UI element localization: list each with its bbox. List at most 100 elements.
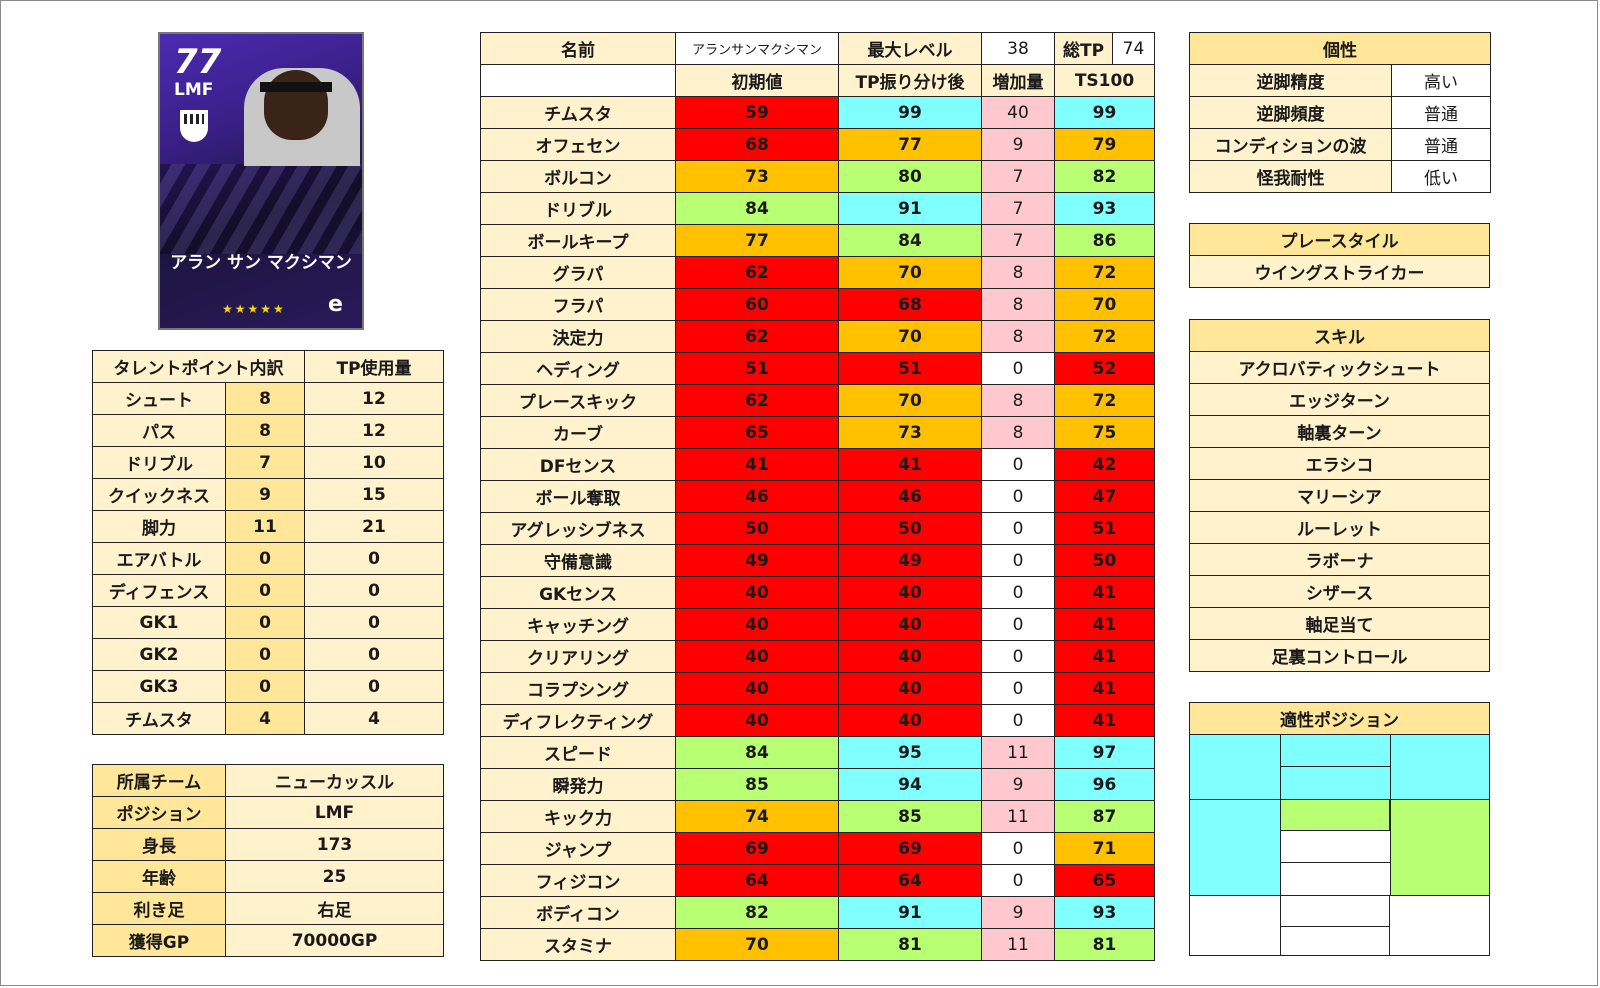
talent-row: クイックネス 9 15 [92, 478, 444, 511]
talent-used: 15 [304, 478, 444, 511]
pos-lb [1190, 895, 1280, 955]
skill-row: エッジターン [1189, 383, 1490, 416]
skill-row: ラボーナ [1189, 543, 1490, 576]
stat-after: 70 [838, 320, 982, 353]
stat-row: クリアリング 40 40 0 41 [480, 640, 1155, 673]
talent-used: 0 [304, 670, 444, 703]
talent-label: エアバトル [92, 542, 226, 575]
talent-label: ドリブル [92, 446, 226, 479]
trait-value: 低い [1391, 160, 1491, 193]
stat-increase: 7 [981, 192, 1055, 225]
stat-initial: 40 [675, 576, 839, 609]
stat-ts100: 97 [1054, 736, 1155, 769]
trait-value: 普通 [1391, 96, 1491, 129]
stat-after: 68 [838, 288, 982, 321]
stat-ts100: 52 [1054, 352, 1155, 385]
stat-increase: 0 [981, 864, 1055, 897]
stat-ts100: 81 [1054, 928, 1155, 961]
stat-label: プレースキック [480, 384, 676, 417]
position-map [1189, 734, 1490, 956]
stat-row: DFセンス 41 41 0 42 [480, 448, 1155, 481]
stat-ts100: 51 [1054, 512, 1155, 545]
stats-name-row: 名前 アランサンマクシマン 最大レベル 38 総TP 74 [480, 32, 1155, 65]
playstyle-header: プレースタイル [1189, 223, 1490, 256]
stat-after: 85 [838, 800, 982, 833]
stat-after: 40 [838, 608, 982, 641]
stat-increase: 11 [981, 800, 1055, 833]
talent-label: クイックネス [92, 478, 226, 511]
trait-label: 怪我耐性 [1189, 160, 1392, 193]
pos-cb [1280, 895, 1390, 927]
stat-ts100: 87 [1054, 800, 1155, 833]
stat-after: 99 [838, 96, 982, 129]
stat-label: ディフレクティング [480, 704, 676, 737]
stat-increase: 9 [981, 128, 1055, 161]
stat-ts100: 65 [1054, 864, 1155, 897]
stat-ts100: 82 [1054, 160, 1155, 193]
trait-label: 逆脚頻度 [1189, 96, 1392, 129]
pos-dmf [1280, 863, 1390, 895]
talent-points: 0 [225, 606, 305, 639]
stat-row: ヘディング 51 51 0 52 [480, 352, 1155, 385]
skill-item: アクロバティックシュート [1189, 351, 1490, 384]
talent-points: 7 [225, 446, 305, 479]
card-stripes [160, 164, 362, 254]
profile-row: 年齢 25 [92, 860, 444, 893]
stat-increase: 0 [981, 352, 1055, 385]
profile-label: ポジション [92, 796, 226, 829]
skills-table: スキル アクロバティックシュート エッジターン 軸裏ターン エラシコ マリーシア ルーレッ… [1189, 319, 1490, 672]
name-label: 名前 [480, 32, 676, 65]
stat-initial: 64 [675, 864, 839, 897]
stat-after: 81 [838, 928, 982, 961]
stat-row: 決定力 62 70 8 72 [480, 320, 1155, 353]
stat-after: 40 [838, 704, 982, 737]
profile-label: 利き足 [92, 892, 226, 925]
stat-increase: 9 [981, 768, 1055, 801]
stat-label: コラプシング [480, 672, 676, 705]
stat-increase: 0 [981, 576, 1055, 609]
stat-after: 94 [838, 768, 982, 801]
talent-points: 0 [225, 638, 305, 671]
stat-after: 70 [838, 256, 982, 289]
skill-row: エラシコ [1189, 447, 1490, 480]
stat-ts100: 41 [1054, 608, 1155, 641]
trait-row: コンディションの波 普通 [1189, 128, 1491, 161]
playstyle-table: プレースタイル ウイングストライカー [1189, 223, 1490, 288]
skills-header: スキル [1189, 319, 1490, 352]
talent-used: 10 [304, 446, 444, 479]
stat-row: コラプシング 40 40 0 41 [480, 672, 1155, 705]
stat-after: 40 [838, 576, 982, 609]
talent-points: 9 [225, 478, 305, 511]
trait-label: 逆脚精度 [1189, 64, 1392, 97]
stat-after: 41 [838, 448, 982, 481]
talent-row: チムスタ 4 4 [92, 702, 444, 735]
stat-initial: 73 [675, 160, 839, 193]
talent-row: パス 8 12 [92, 414, 444, 447]
profile-row: 身長 173 [92, 828, 444, 861]
profile-row: 利き足 右足 [92, 892, 444, 925]
traits-header: 個性 [1189, 32, 1491, 65]
stat-label: 決定力 [480, 320, 676, 353]
pos-lwf [1190, 735, 1280, 799]
pos-rwf [1390, 735, 1489, 799]
name-value: アランサンマクシマン [675, 32, 839, 65]
stat-after: 46 [838, 480, 982, 513]
stat-increase: 7 [981, 224, 1055, 257]
stat-initial: 68 [675, 128, 839, 161]
trait-row: 逆脚頻度 普通 [1189, 96, 1491, 129]
stat-initial: 40 [675, 608, 839, 641]
stat-after: 91 [838, 192, 982, 225]
stat-after: 95 [838, 736, 982, 769]
stat-label: キャッチング [480, 608, 676, 641]
club-crest-icon [180, 110, 208, 142]
skill-item: エッジターン [1189, 383, 1490, 416]
stat-label: ヘディング [480, 352, 676, 385]
trait-row: 怪我耐性 低い [1189, 160, 1491, 193]
talent-label: GK2 [92, 638, 226, 671]
stat-increase: 11 [981, 928, 1055, 961]
stat-initial: 82 [675, 896, 839, 929]
stat-label: ドリブル [480, 192, 676, 225]
stat-ts100: 72 [1054, 320, 1155, 353]
stat-ts100: 93 [1054, 192, 1155, 225]
skill-item: シザース [1189, 575, 1490, 608]
